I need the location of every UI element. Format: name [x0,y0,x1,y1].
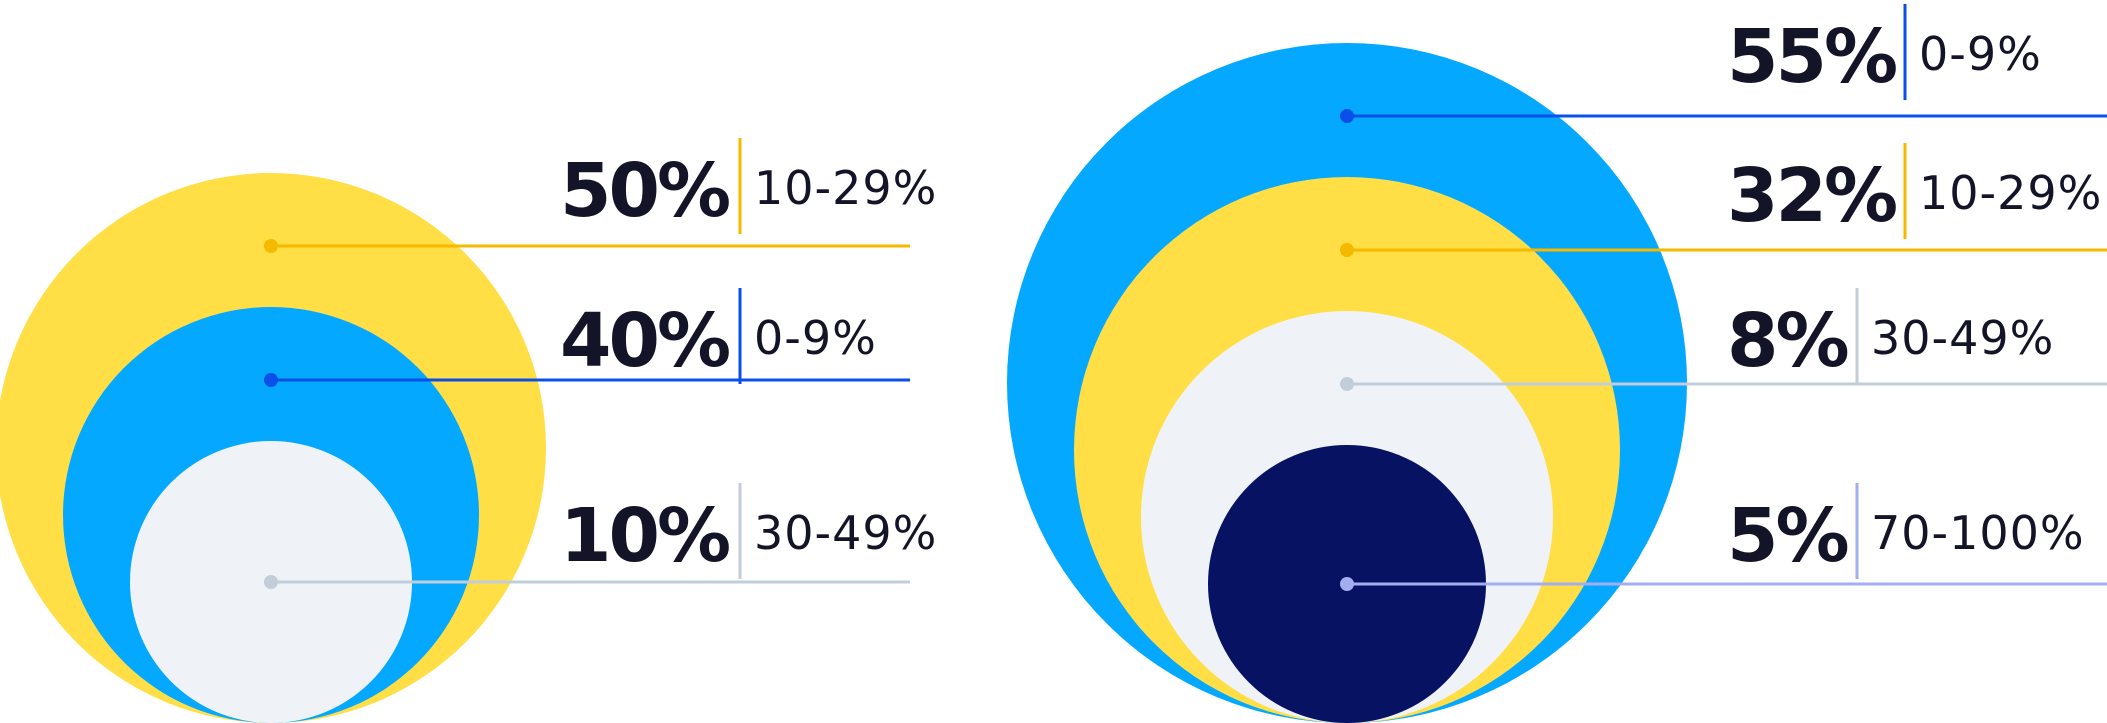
marker-dot-3 [1340,377,1354,391]
percent-label-2: 32% [1727,153,1896,239]
marker-dot-1 [1340,109,1354,123]
range-label-3: 30-49% [754,506,937,560]
range-label-4: 70-100% [1871,506,2085,560]
range-label-1: 0-9% [1919,27,2042,81]
percent-label-1: 55% [1727,14,1896,100]
marker-dot-2 [1340,243,1354,257]
range-label-3: 30-49% [1871,311,2054,365]
marker-dot-2 [264,373,278,387]
range-label-2: 0-9% [754,311,877,365]
marker-dot-4 [1340,577,1354,591]
marker-dot-3 [264,575,278,589]
percent-label-4: 5% [1727,493,1847,579]
chart-1: 50% 10-29% 40% 0-9% 10% 30-49% [0,138,937,723]
percent-label-2: 40% [560,298,729,384]
chart-2: 55% 0-9% 32% 10-29% 8% 30-49% 5% 70-100% [1007,4,2107,723]
percent-label-3: 10% [560,493,729,579]
percent-label-3: 8% [1727,298,1847,384]
percent-label-1: 50% [560,148,729,234]
range-label-2: 10-29% [1919,166,2102,220]
range-label-1: 10-29% [754,161,937,215]
marker-dot-1 [264,239,278,253]
